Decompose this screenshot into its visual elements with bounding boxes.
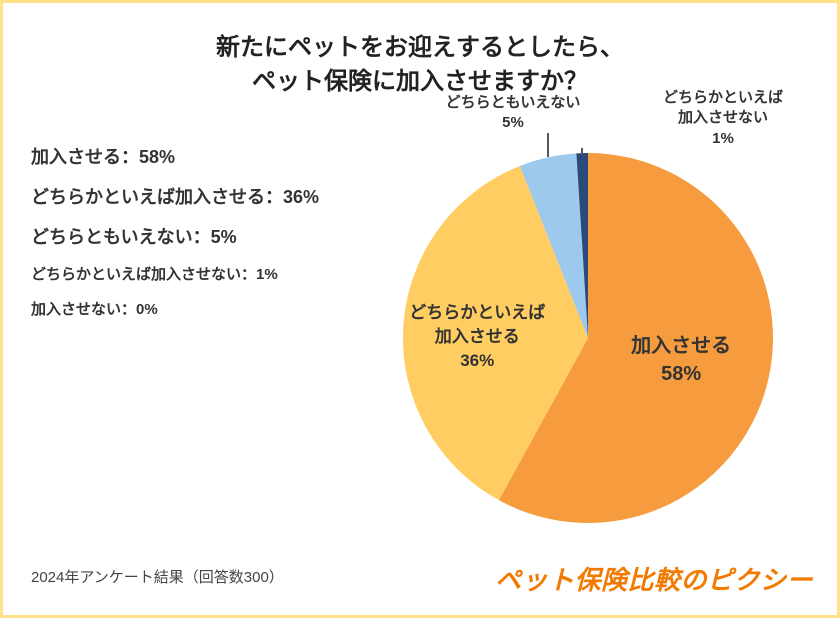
- callout-lean-not: どちらかといえば加入させない1%: [643, 88, 803, 149]
- title-line-2: ペット保険に加入させますか？: [252, 68, 588, 95]
- footer-note: 2024年アンケート結果（回答数300）: [31, 566, 284, 587]
- legend-list: 加入させる：58% どちらかといえば加入させる：36% どちらともいえない：5% どち…: [31, 143, 319, 333]
- slice-label-lean-enroll: どちらかといえば加入させる36%: [387, 301, 567, 372]
- brand-logo-text: ペット保険比較のピクシー: [495, 560, 813, 597]
- pie-chart: 加入させる58% どちらかといえば加入させる36% どちらともいえない5% どち…: [373, 113, 803, 543]
- callout-neutral: どちらともいえない5%: [433, 93, 593, 134]
- content-area: 加入させる：58% どちらかといえば加入させる：36% どちらともいえない：5% どち…: [27, 133, 813, 545]
- infographic-frame: 新たにペットをお迎えするとしたら、 ペット保険に加入させますか？ 加入させる：5…: [0, 0, 840, 618]
- callout-line-neutral: [547, 133, 549, 157]
- callout-line-lean-not: [581, 148, 583, 153]
- legend-item: どちらかといえば加入させる：36%: [31, 183, 319, 209]
- title-line-1: 新たにペットをお迎えするとしたら、: [216, 34, 624, 61]
- legend-item: 加入させる：58%: [31, 143, 319, 169]
- legend-item: どちらともいえない：5%: [31, 223, 319, 249]
- slice-label-enroll: 加入させる58%: [591, 332, 771, 388]
- legend-item: どちらかといえば加入させない：1%: [31, 263, 319, 284]
- legend-item: 加入させない：0%: [31, 298, 319, 319]
